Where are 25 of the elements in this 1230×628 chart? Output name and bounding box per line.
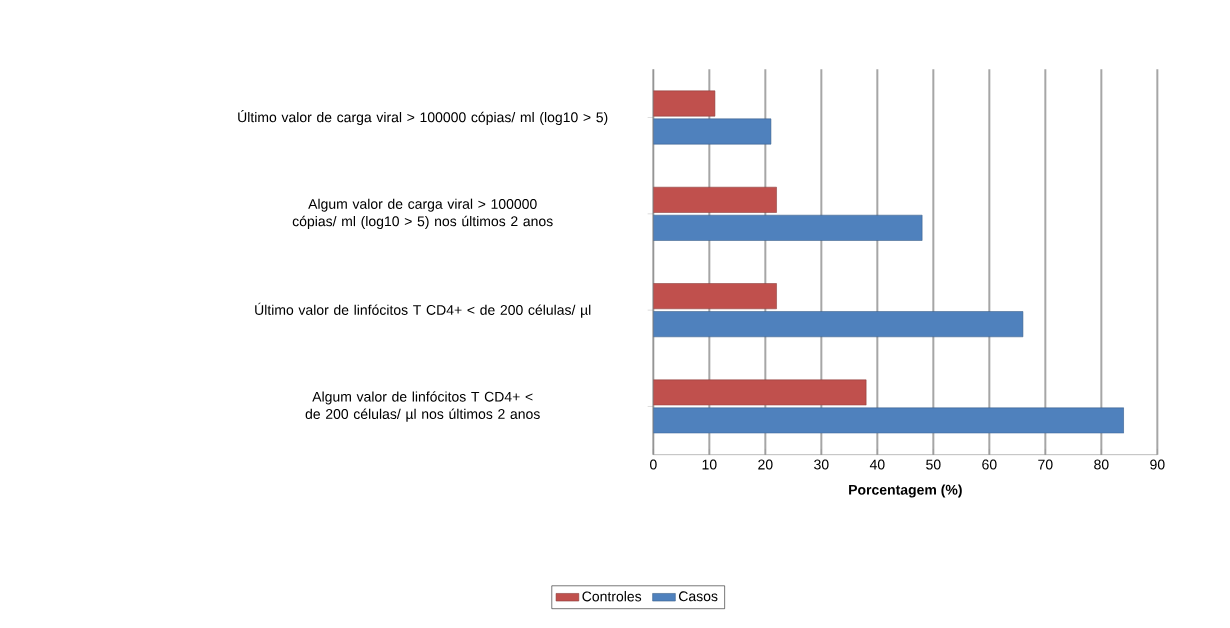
bar — [653, 186, 777, 213]
x-tick-label: 80 — [1094, 459, 1109, 470]
x-tick-label: 20 — [758, 459, 773, 470]
legend-label: Controles — [582, 591, 642, 602]
y-tick-label: Último valor de carga viral > 100000 cópias/ ml (log10 > 5) — [238, 109, 608, 126]
y-tick-label: Algum valor de carga viral > 100000 cópias/ ml (log10 > 5) nos últimos 2 anos — [292, 198, 553, 230]
bar — [653, 90, 716, 117]
x-axis-title: Porcentagem (%) — [849, 484, 962, 498]
x-tick-label: 50 — [926, 459, 941, 470]
x-tick-label: 0 — [649, 459, 657, 470]
x-tick-label: 40 — [869, 459, 885, 470]
bar — [653, 379, 867, 406]
x-tick-label: 60 — [982, 459, 997, 470]
bar — [653, 283, 777, 310]
bar — [653, 407, 1125, 434]
x-tick-label: 70 — [1038, 459, 1053, 470]
x-tick-label: 10 — [702, 459, 717, 470]
x-tick-label: 90 — [1150, 459, 1165, 470]
bar — [653, 214, 923, 241]
y-tick-label: Último valor de linfócitos T CD4+ < de 200 células/ µl — [255, 302, 591, 318]
bar — [653, 118, 772, 145]
y-tick-label: Algum valor de linfócitos T CD4+ < de 200 células/ µl nos últimos 2 anos — [305, 391, 540, 422]
legend-label: Casos — [679, 591, 718, 602]
x-tick-label: 30 — [814, 459, 829, 470]
bar — [653, 311, 1024, 338]
